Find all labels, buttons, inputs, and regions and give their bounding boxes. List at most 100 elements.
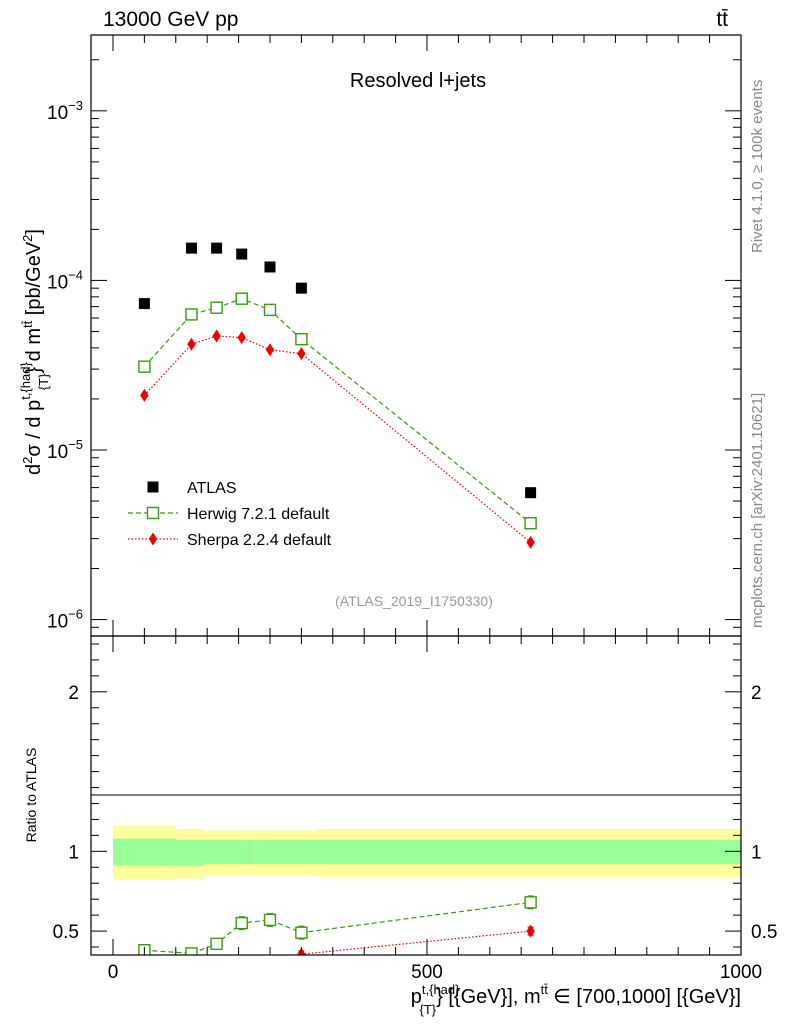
main-marker [235,292,248,305]
main-xticks [112,35,742,636]
ratio-frame [90,635,742,956]
ylabel-part5: ] [23,229,45,235]
legend: ATLAS Herwig 7.2.1 default Sherpa 2.2.4 de… [128,480,332,549]
xlabel-sup2: tt̄ [541,982,549,997]
main-ytick-label: 10−4 [47,267,83,293]
xlabel-sup: t,{had} [422,982,460,997]
main-ytick-exp: −6 [68,607,83,622]
main-marker [138,360,151,373]
ratio-xtick-label: 500 [411,962,443,983]
legend-label: Sherpa 2.2.4 default [187,532,332,549]
ratio-marker [524,896,537,909]
ylabel-part1: d [23,464,45,475]
main-marker [524,517,537,530]
ylabel-part3: } d m [23,328,45,374]
main-marker [295,282,307,294]
mcplots-label: mcplots.cern.ch [arXiv:2401.10621] [749,393,766,628]
process-label: tt̄ [716,8,728,31]
green-band [317,840,741,865]
ratio-xtick-label: 0 [108,962,119,983]
legend-marker [146,506,160,520]
ratio-marker [210,937,223,951]
main-marker [187,337,196,351]
main-ytick-base: 10 [47,272,68,293]
ratio-series-line [301,930,531,955]
ratio-ytick-label-right: 0.5 [751,922,777,943]
rivet-label: Rivet 4.1.0, ≥ 100k events [749,80,766,253]
green-band [229,840,255,865]
main-marker [212,329,221,343]
ratio-marker [235,916,248,930]
main-ytick-exp: −4 [68,267,83,282]
main-marker [525,487,537,499]
main-marker [140,388,149,402]
ratio-series [138,895,537,955]
xlabel-sub: {T} [420,1002,437,1017]
main-marker [264,261,276,273]
legend-label: ATLAS [187,480,237,497]
ratio-marker [526,924,535,938]
ratio-bands [112,825,741,881]
main-marker [211,242,223,254]
ratio-ytick-label-left: 1 [68,842,79,863]
ratio-marker [295,926,308,939]
xlabel-rest: } [{GeV}], m [436,986,541,1008]
main-ytick-exp: −5 [68,437,83,452]
main-panel: Resolved l+jets (ATLAS_2019_I1750330) 10… [18,34,742,637]
main-marker [295,333,308,346]
watermark: (ATLAS_2019_I1750330) [335,593,493,609]
green-band [254,840,286,865]
ratio-xticks: 0 500 1000 [108,636,762,983]
legend-marker [148,532,158,546]
main-yticks: 10−610−510−410−3 [47,59,741,637]
ylabel-sup2: t,{had} [18,362,33,400]
main-marker [138,298,150,310]
main-ytick-exp: −3 [68,98,83,113]
ratio-xtick-label: 1000 [720,962,762,983]
green-band [175,840,205,866]
main-marker [237,331,246,345]
ratio-xlabel: pt,{had} {T}} [{GeV}], mtt̄ ∈ [700,1000] … [411,982,741,1017]
green-band [204,840,230,865]
main-marker [297,347,306,361]
green-band [112,838,176,866]
ratio-ytick-label-left: 2 [68,683,79,704]
main-ytick-base: 10 [47,612,68,633]
ratio-series-line [144,901,531,955]
ylabel-sup3: tt̄ [20,320,35,328]
main-marker [185,242,197,254]
ratio-ytick-label-right: 2 [751,683,762,704]
ylabel-sup4: 2 [20,235,35,242]
ratio-ytick-label-right: 1 [751,842,762,863]
green-band [285,840,318,865]
main-series [138,242,537,549]
ylabel-part2: σ / d p [23,400,45,457]
main-ytick-base: 10 [47,103,68,124]
main-marker [265,343,275,357]
ratio-ytick-label-left: 0.5 [53,922,79,943]
legend-marker [147,481,159,493]
main-ytick-label: 10−3 [47,98,83,124]
ratio-panel: 0.5 0.5 1 1 2 2 0 500 1000 Ratio to ATLAS pt,{h… [23,635,777,1017]
main-marker [263,303,277,317]
ratio-yticks: 0.5 0.5 1 1 2 2 [53,643,777,948]
main-marker [210,301,223,314]
ratio-ylabel: Ratio to ATLAS [23,748,39,843]
main-ytick-label: 10−5 [47,437,83,463]
ylabel-sup1: 2 [20,457,35,464]
ratio-marker [263,913,277,927]
legend-label: Herwig 7.2.1 default [187,506,330,523]
main-title: Resolved l+jets [350,70,486,92]
main-marker [185,308,198,321]
main-ytick-base: 10 [47,442,68,463]
main-ylabel: d2σ / d pt,{had} {T}} d mtt̄ [pb/GeV2] [18,229,51,475]
ratio-marker [185,947,198,955]
xlabel-tail: ∈ [700,1000] [{GeV}] [548,986,741,1008]
xlabel-p: p [411,986,422,1008]
ylabel-sub2: {T} [36,373,51,390]
main-marker [236,248,248,260]
energy-label: 13000 GeV pp [103,8,238,31]
main-marker [526,535,535,549]
ylabel-part4: [pb/GeV [23,241,45,321]
